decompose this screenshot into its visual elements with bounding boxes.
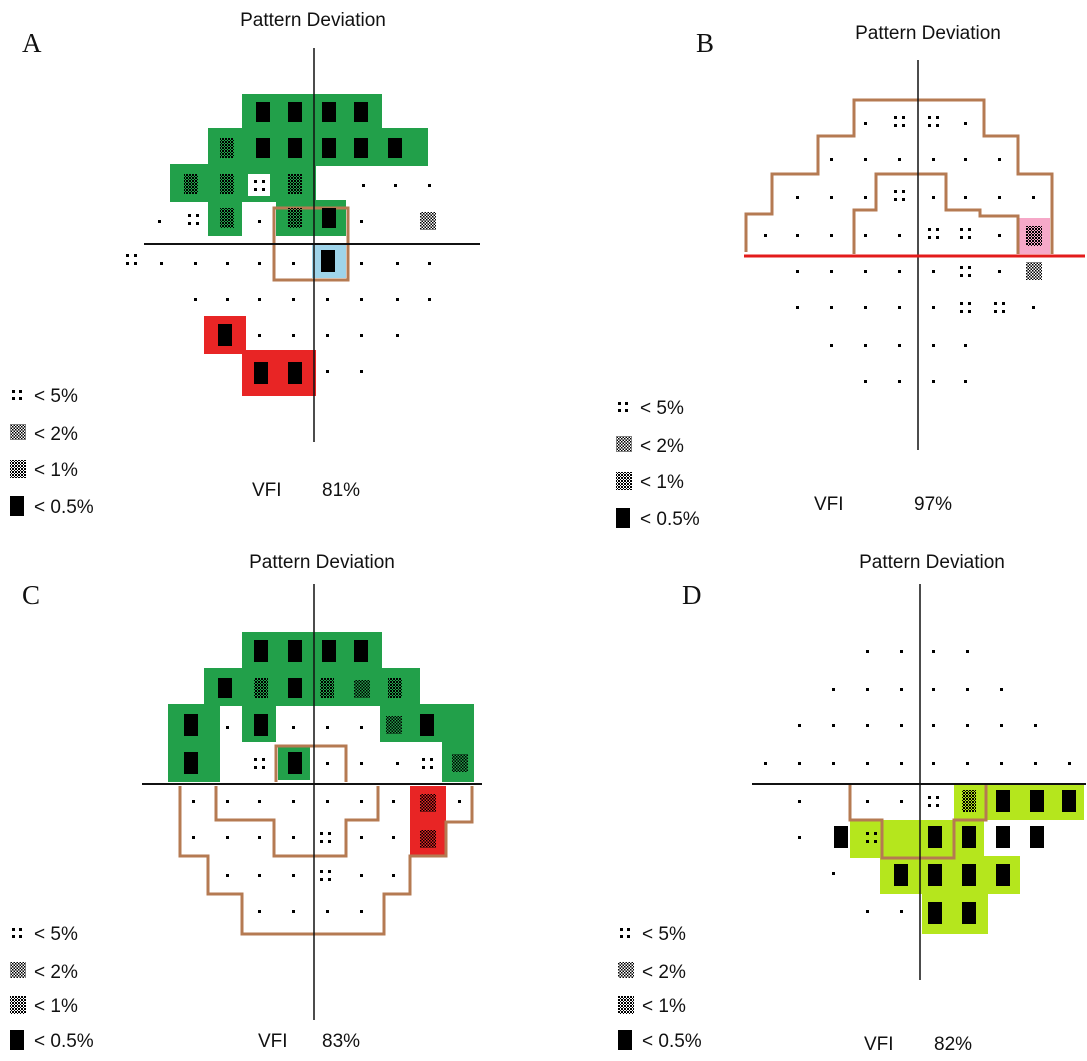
legend-label: < 1% (34, 996, 78, 1017)
legend-label: < 5% (642, 924, 686, 945)
outline (274, 744, 348, 782)
outline (744, 98, 1054, 254)
symbols (764, 650, 1071, 913)
legend-label: < 2% (34, 962, 78, 983)
panel-letter: A (22, 28, 42, 58)
legend-label: < 2% (640, 436, 684, 457)
panel-title: Pattern Deviation (249, 552, 395, 573)
symbol-dense (288, 174, 302, 194)
highlights (168, 632, 474, 856)
symbol-solid (616, 508, 630, 528)
vfi-value: 97% (914, 494, 952, 515)
symbol-solid (288, 138, 302, 158)
outline (852, 172, 1020, 254)
panel-title: Pattern Deviation (859, 552, 1005, 573)
symbols (126, 102, 436, 384)
symbol-solid (322, 138, 336, 158)
symbol-solid (256, 138, 270, 158)
vfi-value: 82% (934, 1034, 972, 1055)
legend-b: < 5% < 2% < 1% < 0.5% (616, 398, 700, 530)
outline (178, 786, 474, 936)
symbol-dense (1026, 226, 1042, 246)
symbol-checker (1026, 262, 1042, 280)
legend-label: < 5% (640, 398, 684, 419)
legend-label: < 5% (34, 386, 78, 407)
panel-d: D Pattern Deviation (618, 552, 1086, 1055)
symbol-solid (322, 208, 336, 228)
legend-label: < 2% (642, 962, 686, 983)
panel-letter: D (682, 580, 702, 610)
vfi-label: VFI (864, 1034, 894, 1055)
symbol-solid (354, 102, 368, 122)
symbol-checker (420, 212, 436, 230)
symbol-solid (321, 250, 335, 272)
symbol-checker (616, 436, 632, 452)
vfi-label: VFI (252, 480, 282, 501)
panel-c: C Pattern Deviation (10, 552, 482, 1052)
panel-letter: C (22, 580, 40, 610)
legend-label: < 5% (34, 924, 78, 945)
legend-label: < 0.5% (34, 1031, 94, 1052)
legend-label: < 1% (642, 996, 686, 1017)
symbol-solid (322, 102, 336, 122)
panel-title: Pattern Deviation (855, 23, 1001, 44)
symbol-solid (218, 324, 232, 346)
symbols (764, 116, 1035, 383)
panel-a: A Pattern Deviation (10, 10, 480, 518)
legend-label: < 1% (640, 472, 684, 493)
symbol-dense (184, 174, 198, 194)
panel-b: B Pattern Deviation (616, 23, 1085, 530)
symbols-solid (834, 790, 1076, 924)
symbol-solid (288, 362, 302, 384)
symbol-solid (288, 102, 302, 122)
symbol-dense (220, 174, 234, 194)
symbol-solid (254, 362, 268, 384)
legend-label: < 0.5% (34, 497, 94, 518)
legend-label: < 2% (34, 424, 78, 445)
legend-a: < 5% < 2% < 1% < 0.5% (10, 386, 94, 518)
symbol-dense (220, 138, 234, 158)
panel-title: Pattern Deviation (240, 10, 386, 31)
symbols (184, 640, 468, 913)
symbol-dense (220, 208, 234, 228)
legend-label: < 1% (34, 460, 78, 481)
vfi-label: VFI (258, 1031, 288, 1052)
vfi-value: 81% (322, 480, 360, 501)
legend-c: < 5% < 2% < 1% < 0.5% (10, 924, 94, 1052)
symbol-solid (256, 102, 270, 122)
symbol-solid (354, 138, 368, 158)
symbol-dense (10, 460, 26, 478)
legend-d: < 5% < 2% < 1% < 0.5% (618, 924, 702, 1052)
legend-label: < 0.5% (640, 509, 700, 530)
symbol-dense (616, 472, 632, 490)
symbol-checker (10, 424, 26, 440)
symbol-solid (10, 496, 24, 516)
vfi-label: VFI (814, 494, 844, 515)
legend-label: < 0.5% (642, 1031, 702, 1052)
panel-letter: B (696, 28, 714, 58)
symbol-dense (288, 208, 302, 228)
symbol-solid (388, 138, 402, 158)
vfi-value: 83% (322, 1031, 360, 1052)
